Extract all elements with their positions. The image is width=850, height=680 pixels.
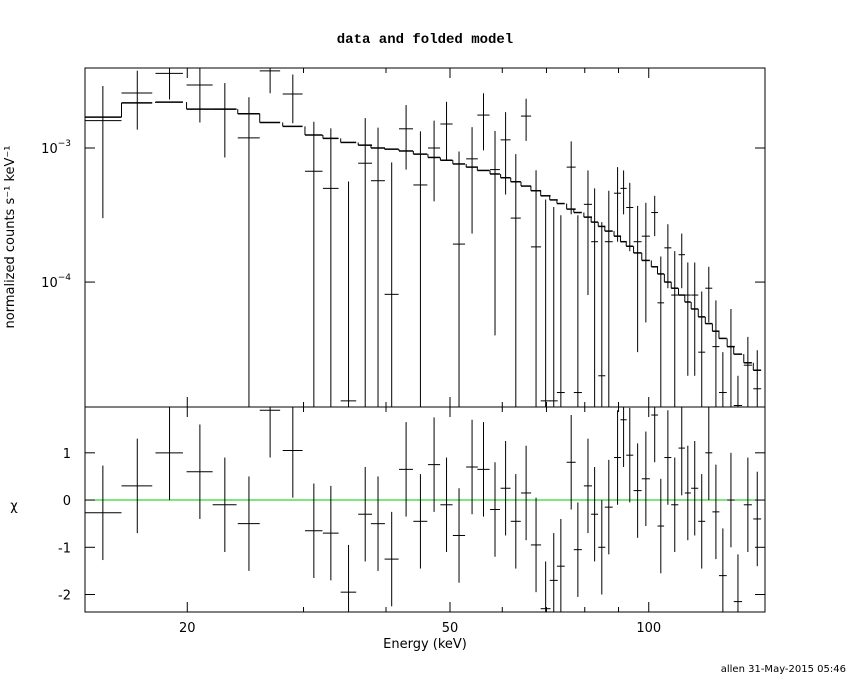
x-axis-label: Energy (keV) <box>383 637 467 652</box>
x-tick-label: 50 <box>442 621 459 636</box>
y-tick-exponent: −4 <box>58 273 72 283</box>
chart-title: data and folded model <box>337 32 513 48</box>
plot-area <box>85 68 762 407</box>
x-tick-label: 20 <box>179 621 196 636</box>
x-tick-label: 100 <box>636 621 661 636</box>
plot-frame <box>84 406 766 613</box>
y-tick-label: -2 <box>58 589 71 604</box>
footer: allen 31-May-2015 05:46 <box>721 664 846 675</box>
plot-frame <box>84 67 766 408</box>
y-tick-exponent: −3 <box>58 139 71 149</box>
y-tick-label: 10−4 <box>41 273 71 291</box>
y-tick-label: -1 <box>58 541 71 556</box>
y-axis-label: normalized counts s⁻¹ keV⁻¹ <box>3 146 18 329</box>
y-tick-label: 1 <box>63 447 71 462</box>
y-tick-label: 10−3 <box>41 139 71 157</box>
y-tick-base: 10 <box>41 142 58 157</box>
y-tick-base: 10 <box>41 276 58 291</box>
y-axis-label: χ <box>10 499 18 514</box>
y-tick-label: 0 <box>63 494 71 509</box>
plot-area <box>85 407 765 612</box>
